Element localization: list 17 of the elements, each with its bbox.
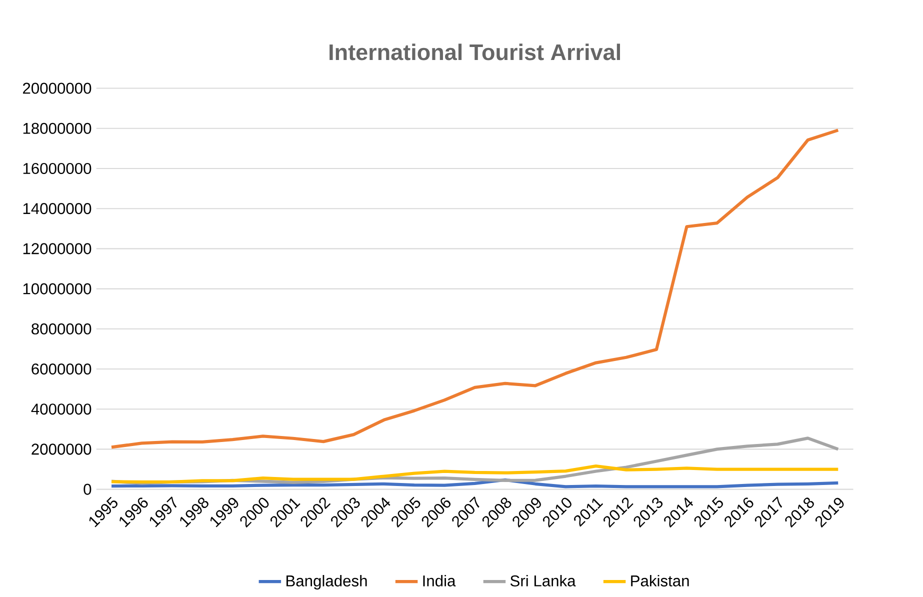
legend-label: Bangladesh: [286, 575, 367, 590]
y-tick-label: 8000000: [32, 323, 92, 335]
y-tick-label: 20000000: [22, 82, 92, 94]
legend-label: Pakistan: [631, 575, 689, 587]
y-tick-label: 4000000: [31, 404, 92, 415]
y-tick-label: 2000000: [32, 444, 92, 455]
y-tick-label: 16000000: [23, 163, 92, 174]
y-tick-label: 10000000: [23, 283, 92, 294]
y-tick-label: 14000000: [23, 203, 92, 214]
legend-label: Sri Lanka: [510, 575, 576, 587]
y-tick-label: 6000000: [32, 364, 92, 375]
legend-label: India: [423, 575, 456, 587]
y-tick-label: 12000000: [23, 243, 92, 254]
chart-title: International Tourist Arrival: [330, 44, 620, 60]
y-tick-label: 0: [84, 484, 92, 495]
line-series: [110, 128, 840, 449]
y-tick-label: 18000000: [23, 122, 92, 134]
